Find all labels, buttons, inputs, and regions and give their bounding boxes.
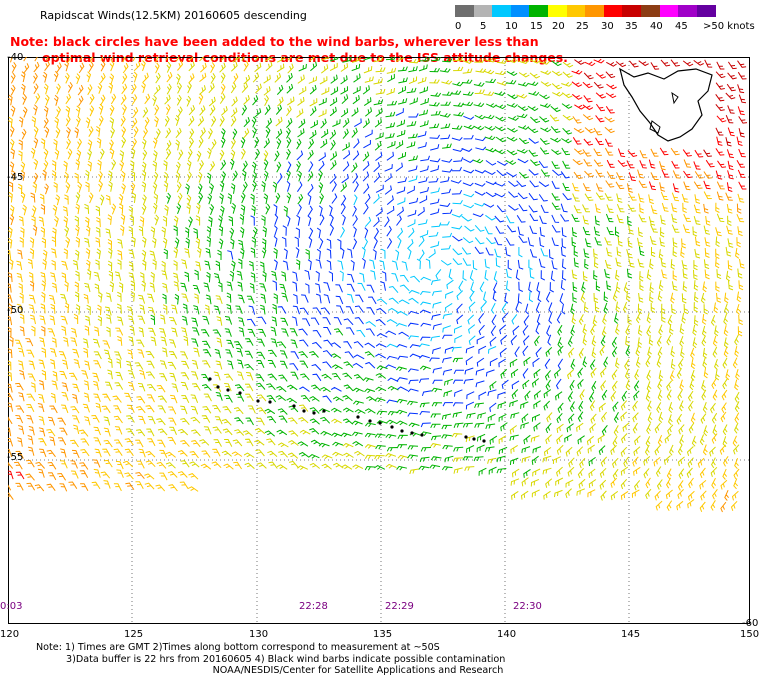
legend-swatch (678, 5, 698, 17)
footer-line-1: Note: 1) Times are GMT 2)Times along bot… (36, 642, 440, 653)
contamination-marker (268, 400, 272, 404)
legend-label: 40 (650, 21, 663, 32)
lon-label-120: 120 (0, 629, 20, 640)
time-label-0003: 0:03 (0, 601, 23, 612)
legend-swatch (566, 5, 586, 17)
legend-label: 25 (576, 21, 589, 32)
wind-barb-group (8, 58, 747, 480)
contamination-marker (312, 411, 316, 415)
legend-label: 10 (505, 21, 518, 32)
note-line-1: Note: black circles have been added to t… (10, 34, 539, 49)
legend-swatch (492, 5, 512, 17)
legend-swatch (585, 5, 605, 17)
wind-barb-group (8, 57, 745, 512)
legend-label: 45 (675, 21, 688, 32)
lon-label-140: 140 (497, 629, 517, 640)
contamination-marker (464, 435, 468, 439)
contamination-marker (216, 385, 220, 389)
contamination-marker (400, 429, 404, 433)
lat-label-45: -45 (7, 172, 24, 183)
legend-swatch (510, 5, 530, 17)
contamination-marker (390, 425, 394, 429)
legend-swatch (641, 5, 661, 17)
contamination-marker (256, 399, 260, 403)
lon-label-150: 150 (740, 629, 760, 640)
lon-label-125: 125 (124, 629, 144, 640)
contamination-marker (238, 391, 242, 395)
lat-label-60: -60 (742, 618, 759, 629)
legend-swatch (548, 5, 568, 17)
contamination-marker (472, 437, 476, 441)
time-label-2229: 22:29 (385, 601, 414, 612)
legend-swatch (603, 5, 623, 17)
map-title: Rapidscat Winds(12.5KM) 20160605 descend… (40, 9, 307, 22)
legend-label: 5 (480, 21, 487, 32)
contamination-marker (302, 409, 306, 413)
contamination-marker (208, 377, 212, 381)
legend-swatch (455, 5, 475, 17)
footer-line-2: 3)Data buffer is 22 hrs from 20160605 4)… (66, 653, 506, 665)
lon-label-145: 145 (621, 629, 641, 640)
contamination-marker (356, 415, 360, 419)
wind-barb-map (8, 57, 750, 624)
time-label-2228: 22:28 (299, 601, 328, 612)
legend-label: 35 (625, 21, 638, 32)
time-label-2230: 22:30 (513, 601, 542, 612)
lon-label-130: 130 (249, 629, 269, 640)
contamination-marker (292, 404, 296, 408)
coast-lake (671, 91, 679, 105)
legend-label: 0 (455, 21, 462, 32)
lat-label-50: -50 (7, 305, 24, 316)
wind-barbs (8, 57, 748, 513)
legend-swatch (473, 5, 493, 17)
contamination-marker (420, 433, 424, 437)
legend-label: >50 knots (703, 21, 755, 32)
legend-swatch (529, 5, 549, 17)
wind-barb-group (574, 59, 748, 157)
legend-label: 15 (530, 21, 543, 32)
wind-barb-group (150, 57, 645, 478)
footer-credit: NOAA/NESDIS/Center for Satellite Applica… (212, 665, 504, 676)
wind-barb-group (8, 57, 742, 513)
contamination-marker (378, 421, 382, 425)
footer-notes: Note: 1) Times are GMT 2)Times along bot… (36, 642, 638, 677)
contamination-marker (226, 388, 230, 392)
lat-label-55: -55 (7, 452, 24, 463)
contamination-marker (322, 409, 326, 413)
contamination-marker (482, 439, 486, 443)
wind-barb-group (337, 175, 548, 354)
legend-swatch (622, 5, 642, 17)
coast-inlet (649, 120, 661, 134)
wind-barb-group (227, 108, 572, 428)
legend-swatch (696, 5, 716, 17)
legend-label: 30 (601, 21, 614, 32)
contamination-marker (410, 431, 414, 435)
wind-barb-group (60, 57, 743, 501)
lat-label-40: -40 (7, 52, 24, 63)
wind-speed-legend: 0 5 10 15 20 25 30 35 40 45 >50 knots (455, 5, 760, 35)
tasmania-coastline (619, 67, 713, 142)
contamination-marker (368, 419, 372, 423)
lon-label-135: 135 (373, 629, 393, 640)
legend-label: 20 (552, 21, 565, 32)
legend-swatch (659, 5, 679, 17)
